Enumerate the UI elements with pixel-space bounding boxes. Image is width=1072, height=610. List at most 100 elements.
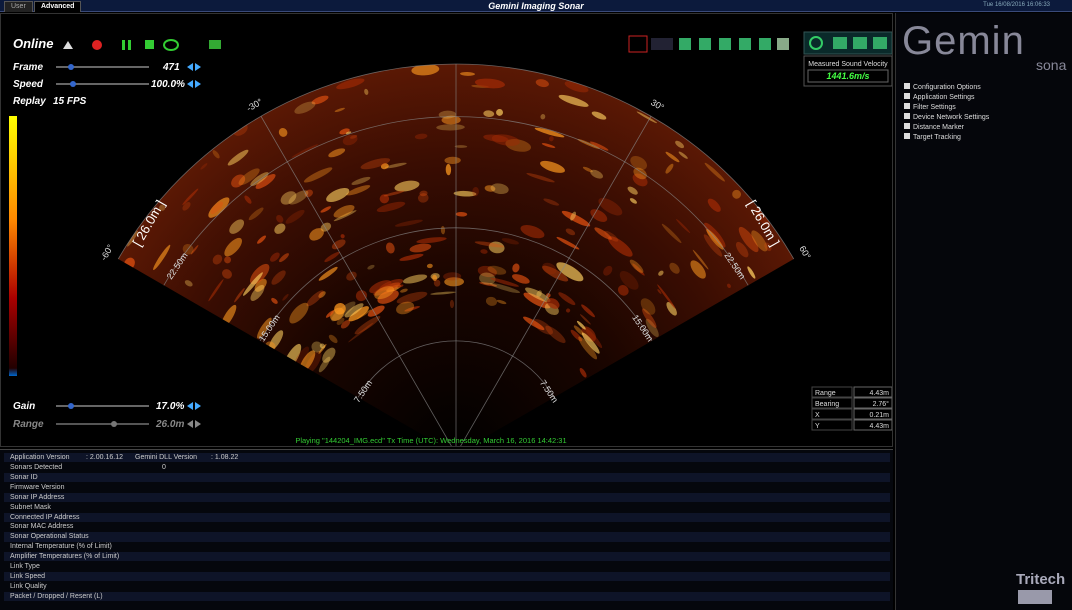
speed-slider[interactable] xyxy=(70,81,76,87)
info-row: Subnet Mask xyxy=(4,503,890,512)
gain-stepper[interactable] xyxy=(195,402,201,410)
tab[interactable]: User xyxy=(4,1,33,12)
echo xyxy=(443,272,462,281)
echo xyxy=(445,163,452,176)
echo xyxy=(474,78,505,89)
echo xyxy=(578,336,598,360)
info-key: Packet / Dropped / Resent (L) xyxy=(10,592,103,600)
frame-slider[interactable] xyxy=(68,64,74,70)
info-key: Link Type xyxy=(10,563,40,570)
echo xyxy=(417,193,429,203)
menu-item[interactable]: Target Tracking xyxy=(904,133,961,141)
echo xyxy=(589,141,609,151)
menu-label[interactable]: Device Network Settings xyxy=(913,114,990,121)
expand-icon[interactable] xyxy=(904,123,910,129)
echo xyxy=(549,136,554,142)
echo xyxy=(274,223,286,234)
echo xyxy=(319,343,326,349)
echo xyxy=(268,330,284,351)
echo xyxy=(210,201,224,214)
info-key: Subnet Mask xyxy=(10,503,51,511)
echo xyxy=(346,271,357,281)
sonar-image xyxy=(123,64,772,378)
menu-item[interactable]: Filter Settings xyxy=(904,103,956,111)
echo xyxy=(764,242,772,252)
loop-button[interactable] xyxy=(163,39,179,51)
echo xyxy=(289,302,309,324)
speed-stepper[interactable] xyxy=(195,80,201,88)
echo xyxy=(336,78,365,90)
gain-slider[interactable] xyxy=(68,403,74,409)
expand-icon[interactable] xyxy=(904,113,910,119)
menu-item[interactable]: Application Settings xyxy=(904,93,974,101)
playback-status: Playing "144204_IMG.ecd" Tx Time (UTC): … xyxy=(295,436,566,445)
snapshot-button[interactable] xyxy=(209,40,221,49)
readout-value: 0.21m xyxy=(870,412,890,419)
menu-label[interactable]: Target Tracking xyxy=(913,134,961,141)
menu-item[interactable]: Device Network Settings xyxy=(904,113,989,121)
expand-icon[interactable] xyxy=(904,103,910,109)
echo xyxy=(556,262,584,282)
echo xyxy=(580,314,591,325)
echo xyxy=(306,290,324,307)
echo xyxy=(159,204,166,211)
info-row: Amplifier Temperatures (% of Limit) xyxy=(4,552,890,562)
echo xyxy=(477,265,497,278)
echo xyxy=(633,167,647,180)
expand-icon[interactable] xyxy=(904,93,910,99)
echo xyxy=(488,241,505,254)
echo xyxy=(303,167,333,183)
stop-button[interactable] xyxy=(145,40,154,49)
menu-item[interactable]: Distance Marker xyxy=(904,123,964,131)
echo xyxy=(629,198,637,204)
echo xyxy=(487,265,507,275)
echo xyxy=(318,266,338,281)
echo xyxy=(430,291,456,295)
gain-label: Gain xyxy=(13,401,35,412)
echo xyxy=(496,109,504,116)
range-slider[interactable] xyxy=(111,421,117,427)
echo xyxy=(320,206,332,213)
range-stepper[interactable] xyxy=(195,420,201,428)
info-value: : 1.08.22 xyxy=(211,454,239,461)
eject-icon[interactable] xyxy=(63,41,73,49)
sound-velocity-label: Measured Sound Velocity xyxy=(808,61,888,68)
mode[interactable]: Online xyxy=(13,36,53,51)
echo xyxy=(444,277,465,287)
menu-label[interactable]: Application Settings xyxy=(913,94,975,101)
echo xyxy=(617,285,629,296)
echo xyxy=(288,190,309,205)
echo xyxy=(704,162,725,182)
pause-button[interactable] xyxy=(128,40,131,50)
echo xyxy=(703,234,723,257)
echo xyxy=(751,230,768,252)
menu-item[interactable]: Configuration Options xyxy=(904,83,981,91)
echo xyxy=(348,306,369,322)
info-key: Sonar MAC Address xyxy=(10,523,74,531)
tab[interactable]: Advanced xyxy=(34,1,82,12)
echo xyxy=(565,228,576,236)
expand-icon[interactable] xyxy=(904,133,910,139)
echo xyxy=(479,282,498,287)
record-button[interactable] xyxy=(92,40,102,50)
echo xyxy=(282,293,289,301)
echo xyxy=(678,151,688,159)
echo xyxy=(291,144,319,158)
menu-label[interactable]: Configuration Options xyxy=(913,84,981,91)
echo xyxy=(255,173,276,189)
echo xyxy=(570,211,577,221)
echo xyxy=(224,256,232,264)
info-key: Connected IP Address xyxy=(10,513,80,521)
menu-label[interactable]: Distance Marker xyxy=(913,124,964,131)
expand-icon[interactable] xyxy=(904,83,910,89)
echo xyxy=(340,234,345,239)
readout-label: Range xyxy=(815,390,836,397)
echo xyxy=(384,162,407,169)
info-row: Sonars Detected 0 xyxy=(4,463,890,472)
echo xyxy=(243,272,263,296)
echo xyxy=(449,299,455,309)
frame-stepper[interactable] xyxy=(195,63,201,71)
menu-label[interactable]: Filter Settings xyxy=(913,104,956,111)
echo xyxy=(348,322,374,343)
readout-cell xyxy=(853,386,892,398)
